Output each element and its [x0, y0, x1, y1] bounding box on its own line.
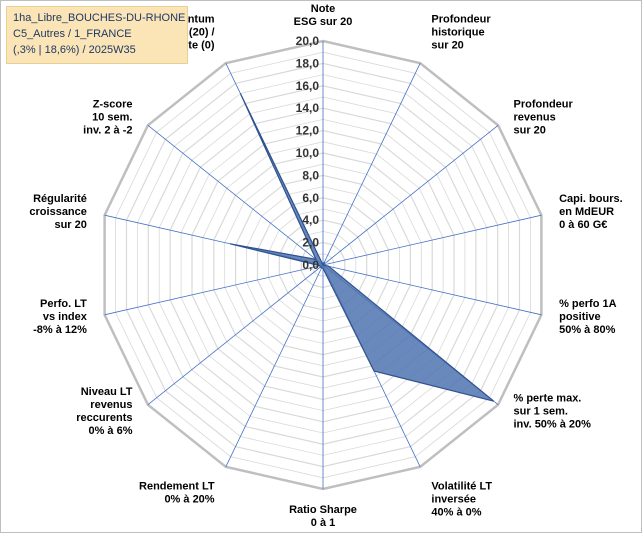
axis-label: Niveau LT revenus reccurents 0% à 6% [76, 386, 133, 437]
tick-label: 8,0 [302, 168, 319, 182]
tick-label: 0,0 [302, 258, 319, 272]
axis-label: Profondeur historique sur 20 [431, 13, 491, 51]
info-line-3: (,3% | 18,6%) / 2025W35 [13, 44, 136, 56]
tick-label: 16,0 [296, 79, 320, 93]
series-area [230, 93, 495, 402]
axis-label: Z-score 10 sem. inv. 2 à -2 [83, 98, 132, 136]
axis-spoke [322, 63, 421, 266]
radar-series [230, 93, 495, 402]
axis-label: Rendement LT 0% à 20% [139, 481, 215, 506]
tick-label: 18,0 [296, 56, 320, 70]
axis-spoke [225, 264, 324, 467]
tick-label: 6,0 [302, 191, 319, 205]
info-line-1: 1ha_Libre_BOUCHES-DU-RHONE [13, 12, 186, 24]
tick-label: 20,0 [296, 34, 320, 48]
tick-label: 14,0 [296, 101, 320, 115]
axis-spoke [104, 264, 324, 316]
axis-label: Volatilité LT inversée 40% à 0% [431, 481, 492, 519]
axis-label: % perfo 1A positive 50% à 80% [559, 298, 617, 336]
info-line-2: C5_Autres / 1_FRANCE [13, 28, 132, 40]
axis-spoke [322, 264, 542, 316]
axis-spoke [322, 214, 542, 266]
tick-label: 4,0 [302, 213, 319, 227]
tick-label: 10,0 [296, 146, 320, 160]
tick-label: 12,0 [296, 124, 320, 138]
axis-spoke [147, 264, 324, 406]
axis-label: Note ESG sur 20 [294, 3, 353, 28]
axis-label: Profondeur revenus sur 20 [514, 98, 574, 136]
radar-tick-labels: 0,0 2,0 4,0 6,0 8,0 10,0 12,0 14,0 16,0 18,0 20,0 [296, 34, 320, 272]
axis-label: Perfo. LT vs index -8% à 12% [33, 298, 88, 336]
axis-label: % perte max. sur 1 sem. inv. 50% à 20% [514, 393, 592, 431]
tick-label: 2,0 [302, 236, 319, 250]
axis-label: Ratio Sharpe 0 à 1 [289, 504, 357, 529]
axis-label: Capi. bours. en MdEUR 0 à 60 G€ [559, 193, 623, 231]
axis-label: Régularité croissance sur 20 [29, 193, 86, 231]
axis-spoke [147, 124, 324, 266]
axis-spoke [322, 124, 499, 266]
info-box: 1ha_Libre_BOUCHES-DU-RHONE C5_Autres / 1… [6, 6, 188, 64]
